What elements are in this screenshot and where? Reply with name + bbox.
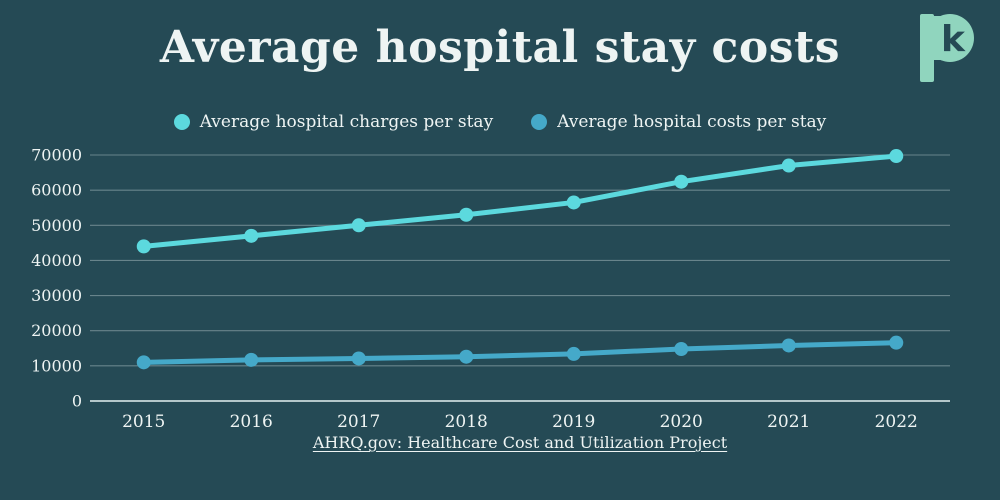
- x-tick-label: 2019: [552, 412, 595, 432]
- logo-p-shape: [920, 14, 974, 82]
- chart-legend: Average hospital charges per stay Averag…: [0, 112, 1000, 132]
- y-tick-label: 40000: [31, 251, 82, 270]
- legend-label-costs: Average hospital costs per stay: [557, 112, 827, 132]
- y-tick-label: 70000: [31, 146, 82, 165]
- data-point: [244, 228, 259, 243]
- chart-title: Average hospital stay costs: [159, 22, 841, 73]
- data-point: [674, 174, 689, 189]
- y-tick-label: 50000: [31, 216, 82, 235]
- data-point: [459, 349, 474, 364]
- data-point: [889, 149, 904, 164]
- data-point: [566, 195, 581, 210]
- source-link[interactable]: AHRQ.gov: Healthcare Cost and Utilizatio…: [312, 433, 728, 452]
- x-tick-label: 2022: [875, 412, 918, 432]
- x-tick-label: 2017: [337, 412, 380, 432]
- y-tick-label: 0: [72, 392, 82, 411]
- source-attribution: AHRQ.gov: Healthcare Cost and Utilizatio…: [90, 433, 950, 452]
- data-point: [351, 218, 366, 233]
- series-line: [141, 153, 899, 249]
- legend-item-charges: Average hospital charges per stay: [173, 112, 494, 132]
- data-point: [136, 355, 151, 370]
- x-tick-label: 2015: [122, 412, 165, 432]
- data-point: [566, 346, 581, 361]
- x-tick-label: 2021: [767, 412, 810, 432]
- data-point: [781, 338, 796, 353]
- y-tick-label: 30000: [31, 286, 82, 305]
- data-point: [889, 335, 904, 350]
- logo-k-letter: k: [941, 19, 966, 60]
- data-point: [136, 239, 151, 254]
- legend-label-charges: Average hospital charges per stay: [199, 112, 494, 132]
- data-point: [459, 207, 474, 222]
- data-point: [781, 158, 796, 173]
- y-tick-label: 60000: [31, 181, 82, 200]
- legend-item-costs: Average hospital costs per stay: [531, 112, 826, 132]
- peterson-kff-logo: k: [920, 14, 974, 82]
- y-tick-label: 20000: [31, 321, 82, 340]
- series-line: [141, 340, 899, 365]
- data-point: [674, 341, 689, 356]
- legend-marker-costs-icon: [531, 114, 548, 130]
- x-tick-label: 2018: [445, 412, 488, 432]
- y-tick-label: 10000: [31, 356, 82, 375]
- data-point: [351, 351, 366, 366]
- x-tick-label: 2020: [660, 412, 703, 432]
- data-point: [244, 352, 259, 367]
- legend-marker-charges-icon: [173, 114, 190, 130]
- x-tick-label: 2016: [230, 412, 273, 432]
